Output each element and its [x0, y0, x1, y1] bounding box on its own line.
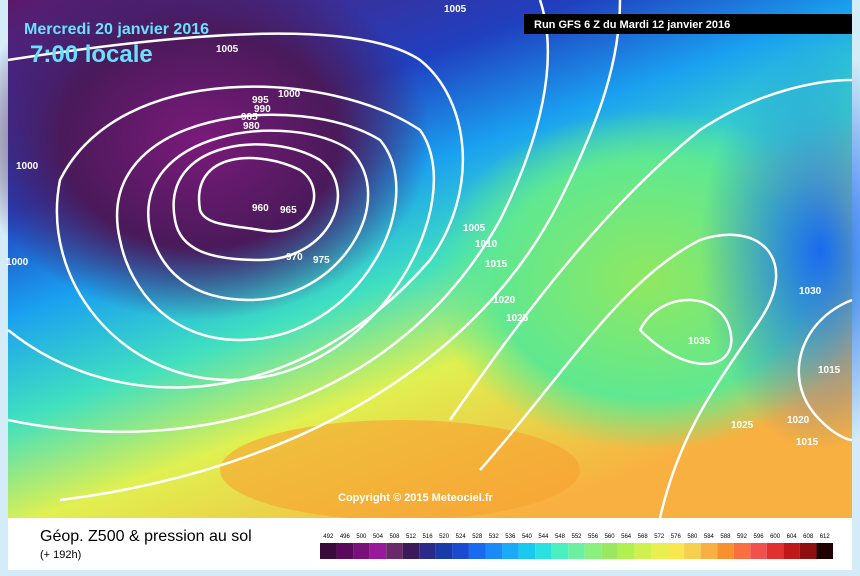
colorbar-label: 612: [820, 534, 831, 540]
colorbar-label: 536: [505, 534, 516, 540]
colorbar-swatch: [816, 543, 833, 559]
colorbar-swatch: [568, 543, 585, 559]
colorbar-swatch: [733, 543, 751, 559]
colorbar-label: 572: [654, 534, 665, 540]
colorbar-swatch: [584, 543, 602, 559]
colorbar-label: 528: [472, 534, 483, 540]
isobar-label: 1005: [216, 44, 239, 55]
colorbar-label: 608: [803, 534, 814, 540]
isobar-label: 1020: [787, 415, 810, 426]
colorbar-swatch: [402, 543, 420, 559]
colorbar-label: 492: [323, 534, 334, 540]
colorbar-swatch: [667, 543, 685, 559]
colorbar-label: 564: [621, 534, 632, 540]
colorbar-label: 556: [588, 534, 599, 540]
colorbar-label: 584: [704, 534, 715, 540]
colorbar-label: 520: [439, 534, 450, 540]
isobar-label: 1015: [485, 259, 508, 270]
colorbar-swatch: [518, 543, 536, 559]
colorbar-swatch: [419, 543, 436, 559]
colorbar-label: 568: [638, 534, 649, 540]
isobar-label: 1015: [818, 365, 841, 376]
colorbar-label: 552: [571, 534, 582, 540]
isobar-label: 980: [243, 121, 260, 132]
isobar-label: 1000: [6, 257, 29, 268]
colorbar-swatch: [485, 543, 503, 559]
colorbar-label: 524: [456, 534, 467, 540]
colorbar-label: 588: [720, 534, 731, 540]
colorbar-swatch: [700, 543, 718, 559]
isobar-label: 1005: [444, 4, 467, 15]
isobar-label: 960: [252, 203, 269, 214]
colorbar: 492 496 500 504 508 512 516 520 524 528 532 536 540 5…: [320, 534, 833, 559]
colorbar-swatch: [601, 543, 618, 559]
colorbar-label: 548: [555, 534, 566, 540]
colorbar-swatch: [369, 543, 387, 559]
run-info: Run GFS 6 Z du Mardi 12 janvier 2016: [534, 19, 730, 31]
colorbar-swatch: [452, 543, 469, 559]
date: Mercredi 20 janvier 2016: [24, 21, 209, 38]
colorbar-label: 596: [754, 534, 765, 540]
colorbar-swatch: [435, 543, 453, 559]
colorbar-label: 496: [340, 534, 351, 540]
isobar-label: 1010: [475, 239, 498, 250]
map: [0, 0, 860, 520]
colorbar-swatch: [336, 543, 354, 559]
colorbar-label: 504: [373, 534, 384, 540]
colorbar-label: 508: [389, 534, 400, 540]
isobar-label: 1015: [796, 437, 819, 448]
time: 7:00 locale: [30, 41, 153, 68]
isobar-label: 995: [252, 95, 269, 106]
isobar-label: 1000: [278, 89, 301, 100]
legend-title: Géop. Z500 & pression au sol: [40, 528, 252, 545]
isobar-label: 1025: [731, 420, 754, 431]
colorbar-swatch: [684, 543, 701, 559]
colorbar-swatch: [634, 543, 651, 559]
colorbar-swatch: [783, 543, 800, 559]
colorbar-label: 592: [737, 534, 748, 540]
isobar-label: 975: [313, 255, 330, 266]
isobar-label: 1025: [506, 313, 529, 324]
colorbar-swatch: [551, 543, 569, 559]
colorbar-swatch: [617, 543, 635, 559]
colorbar-label: 532: [489, 534, 500, 540]
isobar-label: 1005: [463, 223, 486, 234]
isobar-label: 990: [254, 104, 271, 115]
isobar-label: 1030: [799, 286, 822, 297]
isobar-label: 1000: [16, 161, 39, 172]
copyright: Copyright © 2015 Meteociel.fr: [338, 492, 494, 504]
isobar-label: 970: [286, 252, 303, 263]
colorbar-swatch: [717, 543, 734, 559]
colorbar-swatch: [468, 543, 486, 559]
colorbar-swatch: [353, 543, 370, 559]
colorbar-swatch: [799, 543, 817, 559]
colorbar-swatch: [750, 543, 767, 559]
isobar-label: 985: [241, 112, 258, 123]
colorbar-swatch: [320, 543, 337, 559]
legend-subtitle: (+ 192h): [40, 549, 81, 561]
colorbar-label: 576: [671, 534, 682, 540]
colorbar-label: 516: [423, 534, 434, 540]
isobar-label: 1020: [493, 295, 516, 306]
isobar-label: 965: [280, 205, 297, 216]
colorbar-label: 604: [787, 534, 798, 540]
colorbar-label: 600: [770, 534, 781, 540]
colorbar-label: 500: [356, 534, 367, 540]
colorbar-label: 544: [538, 534, 549, 540]
colorbar-swatch: [650, 543, 668, 559]
colorbar-label: 540: [522, 534, 533, 540]
colorbar-label: 560: [605, 534, 616, 540]
colorbar-swatch: [535, 543, 552, 559]
colorbar-swatch: [386, 543, 403, 559]
colorbar-label: 580: [687, 534, 698, 540]
colorbar-label: 512: [406, 534, 417, 540]
colorbar-swatch: [766, 543, 784, 559]
isobar-label: 1035: [688, 336, 711, 347]
colorbar-swatch: [502, 543, 519, 559]
